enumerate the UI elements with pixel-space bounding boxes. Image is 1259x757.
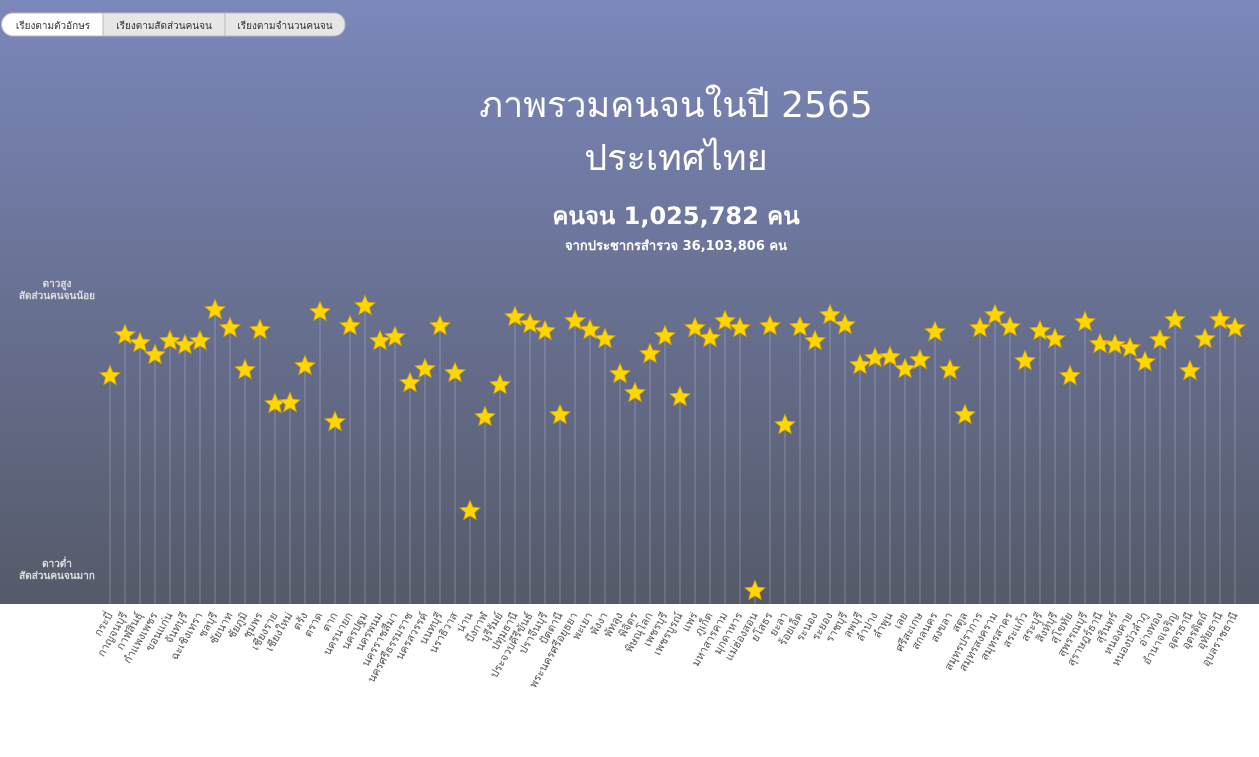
chart-subtitle: ประเทศไทย [584,137,767,179]
headline: คนจน 1,025,782 คน [552,202,800,230]
star [1089,332,1111,354]
star [594,327,616,349]
star [804,329,826,351]
star [204,298,226,320]
star [144,343,166,365]
star [1179,359,1201,381]
star [729,316,751,338]
star [459,499,481,521]
star [969,316,991,338]
star [234,358,256,380]
star [654,324,676,346]
star [354,294,376,316]
axis-label: ดาวสูง [43,279,72,291]
star [549,403,571,425]
star [174,333,196,355]
star [339,314,361,336]
star [474,405,496,427]
star [399,371,421,393]
star [99,364,121,386]
star [534,319,556,341]
star [189,329,211,351]
star [1074,310,1096,332]
star [684,316,706,338]
star [834,313,856,335]
axis-label: สัดส่วนคนจนน้อย [19,290,95,302]
axis-label: ดาวต่ำ [42,556,72,570]
star [294,354,316,376]
star [789,315,811,337]
star [1044,327,1066,349]
star [984,303,1006,325]
star [954,403,976,425]
star [579,318,601,340]
star [1149,328,1171,350]
star [669,385,691,407]
star [429,314,451,336]
star [924,320,946,342]
star [1164,308,1186,330]
tab-active [1,12,104,37]
star [999,315,1021,337]
star [159,329,181,351]
star [384,325,406,347]
star [279,391,301,413]
star [894,357,916,379]
star [639,342,661,364]
chart-title: ภาพรวมคนจนในปี 2565 [479,84,872,126]
star [1209,308,1231,330]
star [129,331,151,353]
star [1059,364,1081,386]
star [309,300,331,322]
star [774,413,796,435]
star [324,410,346,432]
star [624,381,646,403]
star [744,579,766,601]
star [1104,333,1126,355]
tab[interactable]: เรียงตามจำนวนคนจน [237,20,332,32]
axis-label: สัดส่วนคนจนมาก [19,570,95,582]
tab[interactable]: เรียงตามตัวอักษร [16,20,91,32]
star [564,309,586,331]
star [699,326,721,348]
star [609,362,631,384]
star [819,303,841,325]
star [759,314,781,336]
tab[interactable]: เรียงตามสัดส่วนคนจน [116,20,212,32]
star [1194,327,1216,349]
star [1119,336,1141,358]
star [1029,319,1051,341]
star [849,353,871,375]
star [1224,316,1246,338]
star [1014,349,1036,371]
star [414,357,436,379]
star [369,329,391,351]
star [909,348,931,370]
star [939,358,961,380]
star [489,373,511,395]
star [219,316,241,338]
star [1134,350,1156,372]
background [0,0,1259,604]
star [879,345,901,367]
star [249,318,271,340]
star [444,361,466,383]
star [114,323,136,345]
note: จากประชากรสำรวจ 36,103,806 คน [565,238,787,254]
